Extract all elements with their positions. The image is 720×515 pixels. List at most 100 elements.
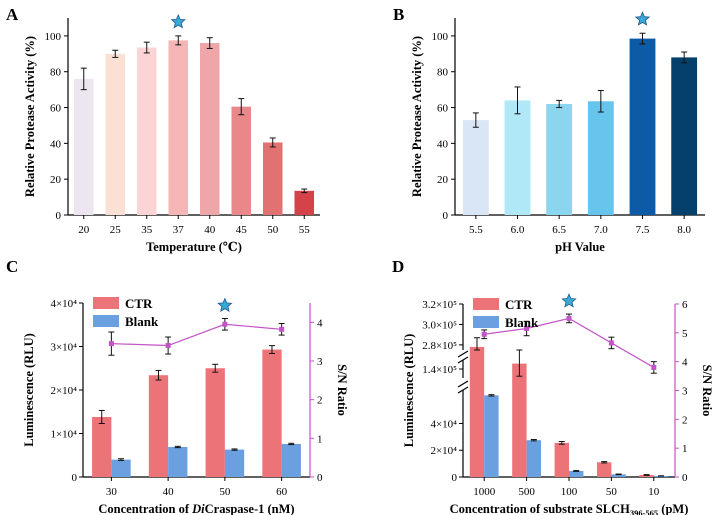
y2-axis-label: S/N Ratio (700, 365, 714, 417)
x-axis-label-part: Concentration of (98, 502, 192, 515)
x-axis-label: Concentration of DiCraspase-1 (nM) (98, 502, 294, 515)
y-tick-label: 40 (437, 138, 449, 150)
bar-8.0 (671, 57, 698, 216)
y-tick-label: 100 (432, 31, 449, 43)
y-tick-label: 0 (443, 210, 449, 222)
y-tick-label: 60 (437, 103, 449, 115)
bar-ctr-10 (639, 474, 654, 477)
y2-tick-label: 2 (682, 414, 688, 426)
y-tick-label: 2.8×10⁵ (422, 340, 457, 352)
x-tick-label: 55 (299, 224, 311, 236)
bar-ctr-1000 (469, 346, 485, 477)
x-tick-label: 40 (163, 486, 175, 498)
legend-label: CTR (125, 296, 153, 311)
axis-break-mark (457, 386, 469, 394)
star-marker (170, 13, 186, 29)
star-marker (561, 293, 577, 308)
panel-letter: D (392, 257, 404, 276)
x-tick-label: 10 (648, 486, 660, 498)
x-tick-label: 50 (267, 224, 279, 236)
ratio-point-1000 (481, 331, 487, 337)
x-tick-label: 7.0 (594, 224, 608, 236)
bar-blank-30 (111, 459, 131, 477)
y2-tick-label: 6 (682, 299, 688, 311)
x-tick-label: 1000 (473, 486, 496, 498)
x-axis-label-part: Craspase-1 (nM) (205, 502, 295, 515)
bar-blank-100 (569, 470, 584, 477)
y-tick-label: 0 (56, 210, 62, 222)
legend-swatch-ctr (473, 298, 499, 310)
bar-ctr-500 (512, 363, 527, 477)
y-tick-label: 80 (437, 67, 449, 79)
bar-45 (231, 106, 252, 215)
x-axis-label: Concentration of substrate SLCH396-565 (… (450, 502, 689, 515)
bar-7.5 (629, 38, 656, 215)
y2-tick-label: 3 (682, 386, 688, 398)
y2-axis-label: S/N Ratio (335, 364, 349, 416)
ratio-point-50 (222, 321, 228, 327)
legend-swatch-ctr (93, 297, 119, 309)
x-tick-label: 6.0 (511, 224, 525, 236)
legend-swatch-blank (93, 315, 119, 327)
bar-ctr-50 (596, 462, 612, 477)
bar-ctr-40 (148, 375, 169, 477)
panel-letter: C (6, 257, 18, 276)
bar-25 (105, 53, 126, 216)
y-tick-label: 60 (50, 103, 62, 115)
x-tick-label: 50 (606, 486, 618, 498)
bar-blank-500 (526, 440, 542, 477)
ratio-point-30 (108, 341, 114, 347)
x-tick-label: 35 (141, 224, 153, 236)
x-tick-label: 40 (204, 224, 216, 236)
star-marker (634, 11, 651, 26)
x-axis-label-part: (pM) (658, 502, 688, 515)
y-tick-label: 3×10⁴ (50, 342, 77, 354)
bar-blank-50 (224, 449, 245, 477)
x-tick-label: 30 (106, 486, 118, 498)
bar-55 (294, 190, 315, 215)
x-axis-label-part: 396-565 (630, 508, 658, 515)
x-axis-label: Temperature (℃) (146, 240, 242, 254)
y-tick-label: 4×10⁴ (50, 298, 77, 310)
x-tick-label: 50 (219, 486, 231, 498)
y2-tick-label: 2 (317, 395, 323, 407)
bar-37 (168, 40, 189, 215)
ratio-point-500 (524, 326, 530, 332)
y-tick-label: 2×10⁴ (50, 385, 77, 397)
bar-ctr-50 (205, 368, 225, 477)
x-tick-label: 25 (110, 224, 122, 236)
x-tick-label: 45 (236, 224, 248, 236)
ratio-point-60 (279, 326, 285, 332)
x-axis-label-part: Di (191, 502, 205, 515)
ratio-line (111, 323, 282, 347)
y-axis-label: Luminescence (RLU) (22, 333, 36, 447)
y-axis-label: Relative Protease Activity (%) (410, 36, 424, 197)
y-axis-label: Luminescence (RLU) (402, 334, 416, 448)
y-tick-label: 3.2×10⁵ (422, 299, 457, 311)
bar-blank-1000 (484, 395, 499, 477)
bar-blank-50 (611, 474, 626, 477)
y-tick-label: 1.4×10⁵ (422, 364, 457, 376)
y-axis-label: Relative Protease Activity (%) (23, 36, 37, 197)
y2-tick-label: 1 (682, 443, 688, 455)
bar-7.0 (587, 101, 614, 215)
x-tick-label: 5.5 (469, 224, 483, 236)
axis-break-mark (457, 380, 469, 388)
y-tick-label: 1×10⁴ (50, 429, 77, 441)
x-tick-label: 37 (173, 224, 185, 236)
star-marker (217, 297, 233, 312)
y-tick-label: 0 (72, 472, 78, 484)
x-tick-label: 8.0 (677, 224, 691, 236)
ratio-point-100 (566, 315, 572, 321)
axis-break-mark (457, 350, 469, 358)
y-tick-label: 100 (45, 31, 62, 43)
x-axis-label: pH Value (555, 240, 605, 254)
x-tick-label: 7.5 (636, 224, 650, 236)
x-tick-label: 100 (561, 486, 578, 498)
y2-tick-label: 1 (317, 433, 323, 445)
y2-tick-label: 3 (317, 356, 323, 368)
ratio-point-40 (165, 343, 171, 349)
bar-ctr-60 (262, 349, 282, 477)
y2-tick-label: 0 (682, 472, 688, 484)
